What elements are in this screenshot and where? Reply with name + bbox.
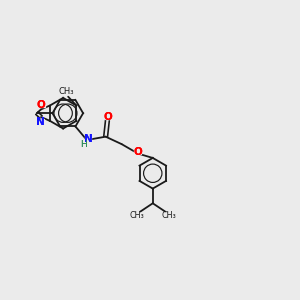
Bar: [85, 136, 91, 142]
Text: O: O: [37, 100, 46, 110]
Bar: [38, 119, 44, 125]
Text: CH₃: CH₃: [130, 211, 144, 220]
Bar: [38, 102, 44, 107]
Bar: [81, 142, 86, 147]
Bar: [105, 114, 111, 119]
Text: N: N: [36, 117, 45, 127]
Text: N: N: [36, 117, 45, 127]
Text: H: H: [80, 140, 87, 149]
Text: H: H: [80, 140, 87, 149]
Text: N: N: [84, 134, 92, 144]
Text: O: O: [37, 100, 46, 110]
Text: N: N: [84, 134, 92, 144]
Text: O: O: [133, 147, 142, 157]
Text: CH₃: CH₃: [161, 211, 176, 220]
Text: O: O: [103, 112, 112, 122]
Bar: [134, 149, 141, 154]
Text: O: O: [103, 112, 112, 122]
Text: CH₃: CH₃: [59, 88, 74, 97]
Text: O: O: [133, 147, 142, 157]
